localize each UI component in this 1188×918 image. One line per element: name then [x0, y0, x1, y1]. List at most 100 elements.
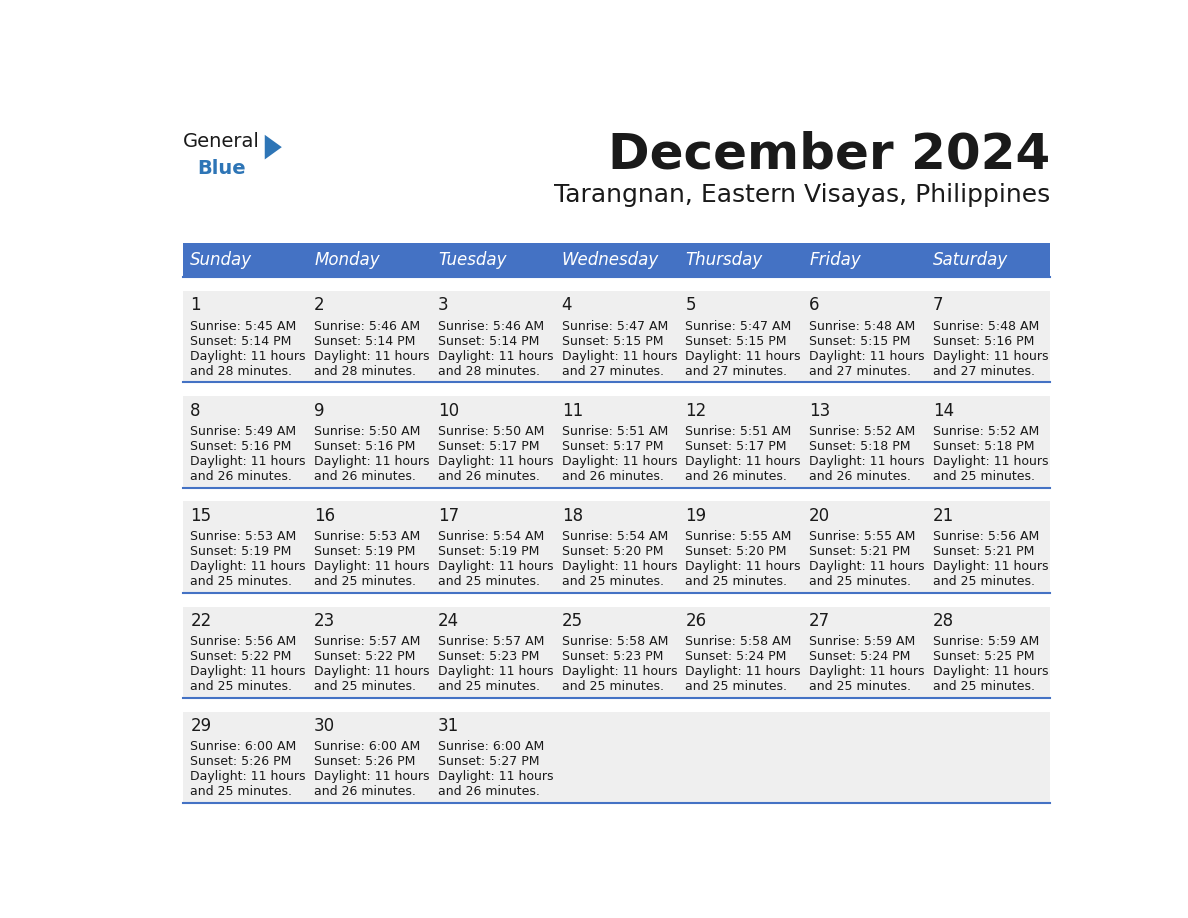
- Text: and 25 minutes.: and 25 minutes.: [190, 786, 292, 799]
- Text: Sunrise: 5:48 AM: Sunrise: 5:48 AM: [933, 319, 1040, 332]
- Text: 10: 10: [438, 402, 459, 420]
- Bar: [308, 397, 431, 487]
- Text: 31: 31: [438, 717, 459, 735]
- Text: Sunset: 5:18 PM: Sunset: 5:18 PM: [933, 440, 1035, 453]
- Text: 1: 1: [190, 297, 201, 315]
- Text: Sunset: 5:25 PM: Sunset: 5:25 PM: [933, 650, 1035, 663]
- Text: Daylight: 11 hours: Daylight: 11 hours: [933, 560, 1049, 573]
- Text: 29: 29: [190, 717, 211, 735]
- Text: and 25 minutes.: and 25 minutes.: [933, 575, 1035, 588]
- Text: 27: 27: [809, 612, 830, 630]
- Text: and 25 minutes.: and 25 minutes.: [933, 470, 1035, 483]
- Text: Friday: Friday: [809, 252, 861, 269]
- Text: Daylight: 11 hours: Daylight: 11 hours: [190, 350, 305, 363]
- Text: Sunset: 5:14 PM: Sunset: 5:14 PM: [438, 335, 539, 348]
- Text: and 27 minutes.: and 27 minutes.: [933, 364, 1035, 377]
- Text: Sunset: 5:19 PM: Sunset: 5:19 PM: [190, 545, 292, 558]
- Text: Sunset: 5:26 PM: Sunset: 5:26 PM: [314, 756, 416, 768]
- Text: and 26 minutes.: and 26 minutes.: [438, 470, 539, 483]
- Bar: [308, 501, 431, 593]
- Bar: [431, 501, 555, 593]
- Text: and 26 minutes.: and 26 minutes.: [314, 470, 416, 483]
- Text: 25: 25: [562, 612, 583, 630]
- Bar: [678, 397, 802, 487]
- Text: Sunset: 5:21 PM: Sunset: 5:21 PM: [809, 545, 911, 558]
- Bar: [183, 277, 1050, 291]
- Text: Sunset: 5:27 PM: Sunset: 5:27 PM: [438, 756, 539, 768]
- Bar: [308, 711, 431, 803]
- Text: Sunrise: 5:51 AM: Sunrise: 5:51 AM: [685, 425, 791, 438]
- Text: Daylight: 11 hours: Daylight: 11 hours: [562, 666, 677, 678]
- Text: 8: 8: [190, 402, 201, 420]
- Text: and 26 minutes.: and 26 minutes.: [314, 786, 416, 799]
- Text: Daylight: 11 hours: Daylight: 11 hours: [438, 454, 554, 468]
- Bar: [927, 291, 1050, 383]
- Text: 21: 21: [933, 507, 954, 525]
- Text: Sunset: 5:18 PM: Sunset: 5:18 PM: [809, 440, 911, 453]
- Text: Sunrise: 5:52 AM: Sunrise: 5:52 AM: [809, 425, 916, 438]
- Text: 17: 17: [438, 507, 459, 525]
- Text: Sunset: 5:20 PM: Sunset: 5:20 PM: [685, 545, 786, 558]
- Text: and 25 minutes.: and 25 minutes.: [933, 680, 1035, 693]
- Text: Sunrise: 5:50 AM: Sunrise: 5:50 AM: [314, 425, 421, 438]
- Text: Daylight: 11 hours: Daylight: 11 hours: [438, 350, 554, 363]
- Text: Daylight: 11 hours: Daylight: 11 hours: [562, 454, 677, 468]
- Text: Daylight: 11 hours: Daylight: 11 hours: [438, 560, 554, 573]
- Text: December 2024: December 2024: [607, 130, 1050, 178]
- Text: and 26 minutes.: and 26 minutes.: [809, 470, 911, 483]
- Text: and 25 minutes.: and 25 minutes.: [438, 680, 539, 693]
- Text: Sunrise: 5:47 AM: Sunrise: 5:47 AM: [562, 319, 668, 332]
- Bar: [927, 397, 1050, 487]
- Text: Daylight: 11 hours: Daylight: 11 hours: [685, 666, 801, 678]
- Text: Sunrise: 5:55 AM: Sunrise: 5:55 AM: [809, 530, 916, 543]
- Bar: [183, 607, 308, 698]
- Text: Tuesday: Tuesday: [438, 252, 506, 269]
- Text: and 25 minutes.: and 25 minutes.: [190, 680, 292, 693]
- Text: Sunrise: 5:59 AM: Sunrise: 5:59 AM: [933, 635, 1040, 648]
- Text: and 28 minutes.: and 28 minutes.: [190, 364, 292, 377]
- Bar: [183, 397, 308, 487]
- Text: Sunset: 5:16 PM: Sunset: 5:16 PM: [933, 335, 1035, 348]
- Text: Monday: Monday: [314, 252, 380, 269]
- Text: Daylight: 11 hours: Daylight: 11 hours: [314, 454, 430, 468]
- Bar: [183, 698, 1050, 711]
- Text: 7: 7: [933, 297, 943, 315]
- Bar: [183, 243, 1050, 277]
- Text: Sunset: 5:20 PM: Sunset: 5:20 PM: [562, 545, 663, 558]
- Text: and 27 minutes.: and 27 minutes.: [809, 364, 911, 377]
- Text: and 26 minutes.: and 26 minutes.: [685, 470, 788, 483]
- Text: and 25 minutes.: and 25 minutes.: [314, 575, 416, 588]
- Polygon shape: [265, 135, 282, 160]
- Text: 12: 12: [685, 402, 707, 420]
- Text: and 25 minutes.: and 25 minutes.: [562, 575, 664, 588]
- Text: Sunrise: 5:54 AM: Sunrise: 5:54 AM: [438, 530, 544, 543]
- Text: 5: 5: [685, 297, 696, 315]
- Text: Sunset: 5:23 PM: Sunset: 5:23 PM: [438, 650, 539, 663]
- Text: 9: 9: [314, 402, 324, 420]
- Text: Sunset: 5:16 PM: Sunset: 5:16 PM: [314, 440, 416, 453]
- Bar: [678, 711, 802, 803]
- Text: 4: 4: [562, 297, 573, 315]
- Text: Daylight: 11 hours: Daylight: 11 hours: [190, 770, 305, 783]
- Text: and 27 minutes.: and 27 minutes.: [562, 364, 664, 377]
- Text: General: General: [183, 131, 260, 151]
- Text: Sunrise: 5:58 AM: Sunrise: 5:58 AM: [685, 635, 792, 648]
- Bar: [927, 607, 1050, 698]
- Text: Sunrise: 5:46 AM: Sunrise: 5:46 AM: [438, 319, 544, 332]
- Text: and 26 minutes.: and 26 minutes.: [562, 470, 664, 483]
- Text: Sunrise: 6:00 AM: Sunrise: 6:00 AM: [438, 740, 544, 754]
- Bar: [308, 607, 431, 698]
- Text: Sunset: 5:16 PM: Sunset: 5:16 PM: [190, 440, 292, 453]
- Text: 20: 20: [809, 507, 830, 525]
- Text: Sunrise: 5:55 AM: Sunrise: 5:55 AM: [685, 530, 792, 543]
- Text: Daylight: 11 hours: Daylight: 11 hours: [685, 454, 801, 468]
- Text: 18: 18: [562, 507, 583, 525]
- Text: 30: 30: [314, 717, 335, 735]
- Text: 26: 26: [685, 612, 707, 630]
- Text: Daylight: 11 hours: Daylight: 11 hours: [190, 666, 305, 678]
- Text: Daylight: 11 hours: Daylight: 11 hours: [438, 666, 554, 678]
- Text: Blue: Blue: [197, 159, 246, 178]
- Text: Sunrise: 5:53 AM: Sunrise: 5:53 AM: [190, 530, 297, 543]
- Text: and 26 minutes.: and 26 minutes.: [190, 470, 292, 483]
- Text: Daylight: 11 hours: Daylight: 11 hours: [933, 350, 1049, 363]
